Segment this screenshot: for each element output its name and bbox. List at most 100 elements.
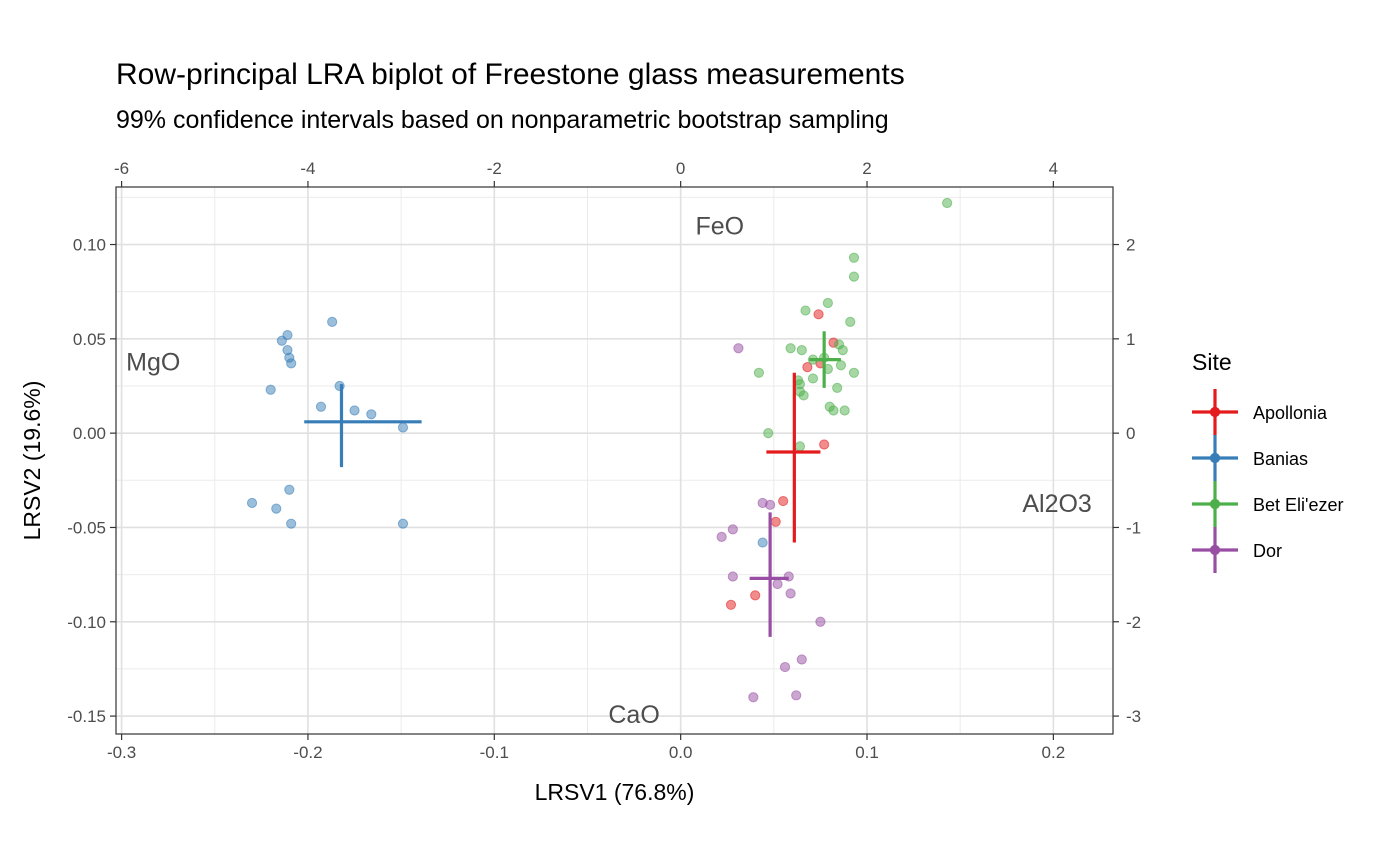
variable-labels: FeO MgO Al2O3 CaO [126,213,1092,730]
data-point [796,345,807,356]
legend-key-point [1209,452,1221,464]
y2-tick-label: -1 [1126,518,1141,537]
data-point [835,360,847,371]
x2-tick-label: -6 [114,159,129,178]
data-point [286,518,297,529]
data-point [286,358,297,369]
chart-subtitle: 99% confidence intervals based on nonpar… [116,106,889,134]
data-point [802,362,813,373]
x-tick-label: -0.3 [107,743,136,762]
data-point [837,345,848,356]
data-point [397,518,409,529]
data-point [366,409,377,420]
x-axis-top: -6 -4 -2 0 2 4 [114,159,1058,187]
legend-label: Banias [1253,449,1308,469]
x-tick-label: 0.0 [669,743,693,762]
legend-title: Site [1192,349,1232,375]
data-point [828,405,839,416]
data-point [848,271,860,282]
legend-key-point [1209,406,1221,418]
y-tick-label: 0.05 [73,330,106,349]
x-tick-label: -0.2 [293,743,322,762]
data-point [839,405,850,416]
confidence-intervals [304,331,841,637]
data-point [822,297,833,309]
data-point [794,441,806,452]
y2-tick-label: 1 [1126,330,1135,349]
y-tick-label: -0.15 [67,707,106,726]
data-point [800,305,811,316]
data-point [845,316,856,327]
data-point [246,497,258,509]
data-point [785,343,796,354]
data-point [832,382,843,393]
y-tick-label: 0.10 [73,236,106,255]
data-point [848,252,860,263]
data-point [753,367,765,378]
data-point [327,316,338,327]
legend-item: Apollonia [1192,389,1328,435]
legend-key-point [1209,544,1221,556]
x2-tick-label: -4 [300,159,315,178]
minor-gridlines [116,187,1113,734]
y2-tick-label: 0 [1126,424,1135,443]
data-point [763,428,774,439]
data-point [265,384,276,395]
data-point [748,692,759,703]
data-point [772,578,783,590]
data-point [779,661,791,673]
x2-tick-label: -2 [487,159,502,178]
legend-label: Dor [1253,541,1282,561]
data-point [770,516,781,527]
x2-tick-label: 0 [676,159,685,178]
variable-label: MgO [126,348,180,376]
panel-border [115,186,1114,735]
legend-item: Bet Eli'ezer [1192,481,1343,527]
x2-tick-label: 2 [862,159,871,178]
data-point [725,599,737,610]
y-axis-left: 0.10 0.05 0.00 -0.05 -0.10 -0.15 [67,236,116,726]
x-axis-bottom: -0.3 -0.2 -0.1 0.0 0.1 0.2 [107,734,1065,762]
data-point [397,422,409,433]
variable-label: Al2O3 [1022,490,1091,518]
y-axis-right: 2 1 0 -1 -2 -3 [1113,236,1141,726]
x-tick-label: 0.1 [855,743,879,762]
y-tick-label: -0.10 [67,613,106,632]
data-point [276,335,287,346]
data-point [750,590,761,601]
plot-panel: FeO MgO Al2O3 CaO [115,186,1114,735]
data-point [315,401,327,412]
legend-key-point [1209,498,1221,510]
data-point [757,537,768,548]
y2-tick-label: -2 [1126,613,1141,632]
legend-label: Apollonia [1253,403,1328,423]
data-point [765,499,776,510]
y-tick-label: 0.00 [73,424,106,443]
data-point [733,343,744,354]
y2-tick-label: 2 [1126,236,1135,255]
variable-label: FeO [695,213,744,241]
data-point [791,690,802,701]
data-points [246,197,953,703]
data-point [798,390,809,401]
legend-item: Banias [1192,435,1308,481]
data-point [727,571,738,582]
legend-label: Bet Eli'ezer [1253,495,1343,515]
data-point [349,405,360,416]
data-point [819,439,830,450]
legend-item: Dor [1192,527,1282,573]
x-axis-label: LRSV1 (76.8%) [535,779,695,805]
data-point [848,367,860,378]
data-point [727,524,738,535]
x-tick-label: 0.2 [1042,743,1066,762]
data-point [271,503,282,514]
data-point [778,495,789,507]
y-tick-label: -0.05 [67,518,106,537]
variable-label: CaO [608,701,659,729]
y2-tick-label: -3 [1126,707,1141,726]
data-point [813,309,824,320]
data-point [284,484,295,495]
legend: Site Apollonia Banias Bet Eli'ezer Dor [1192,349,1343,573]
data-point [942,197,953,209]
